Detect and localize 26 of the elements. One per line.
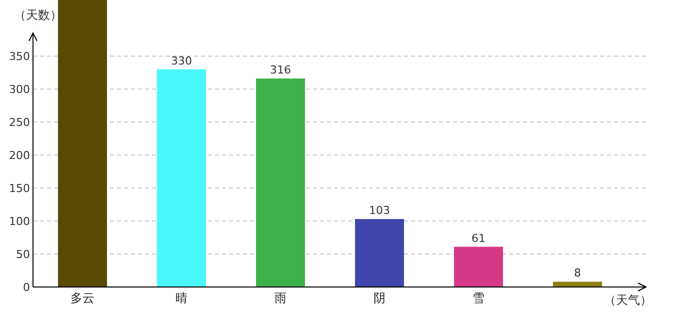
bar <box>454 246 503 287</box>
y-tick-label: 250 <box>9 116 30 130</box>
bar <box>553 282 602 287</box>
bar <box>355 219 404 287</box>
y-tick-label: 100 <box>9 215 30 228</box>
bar <box>256 78 305 287</box>
y-tick-label: 150 <box>9 182 30 196</box>
x-tick-label: 阴 <box>374 291 386 305</box>
x-tick-label: 雨 <box>274 291 286 305</box>
y-tick-label: 50 <box>16 248 30 262</box>
x-axis-title: （天气） <box>604 293 652 307</box>
x-tick-label: 雪 <box>472 291 484 305</box>
x-tick-label: 晴 <box>176 291 188 305</box>
y-tick-label: 300 <box>9 83 30 96</box>
data-label: 330 <box>171 54 192 68</box>
y-tick-label: 0 <box>23 281 30 294</box>
y-tick-label: 200 <box>9 149 30 162</box>
y-tick-label: 350 <box>9 50 30 64</box>
x-tick-label: 多云 <box>70 291 94 305</box>
data-label: 8 <box>574 266 581 280</box>
data-label: 103 <box>369 204 390 218</box>
data-label: 316 <box>270 64 291 77</box>
data-label: 61 <box>472 232 486 245</box>
bar <box>157 69 206 287</box>
bar <box>58 0 107 287</box>
y-axis-title: （天数） <box>14 8 62 22</box>
